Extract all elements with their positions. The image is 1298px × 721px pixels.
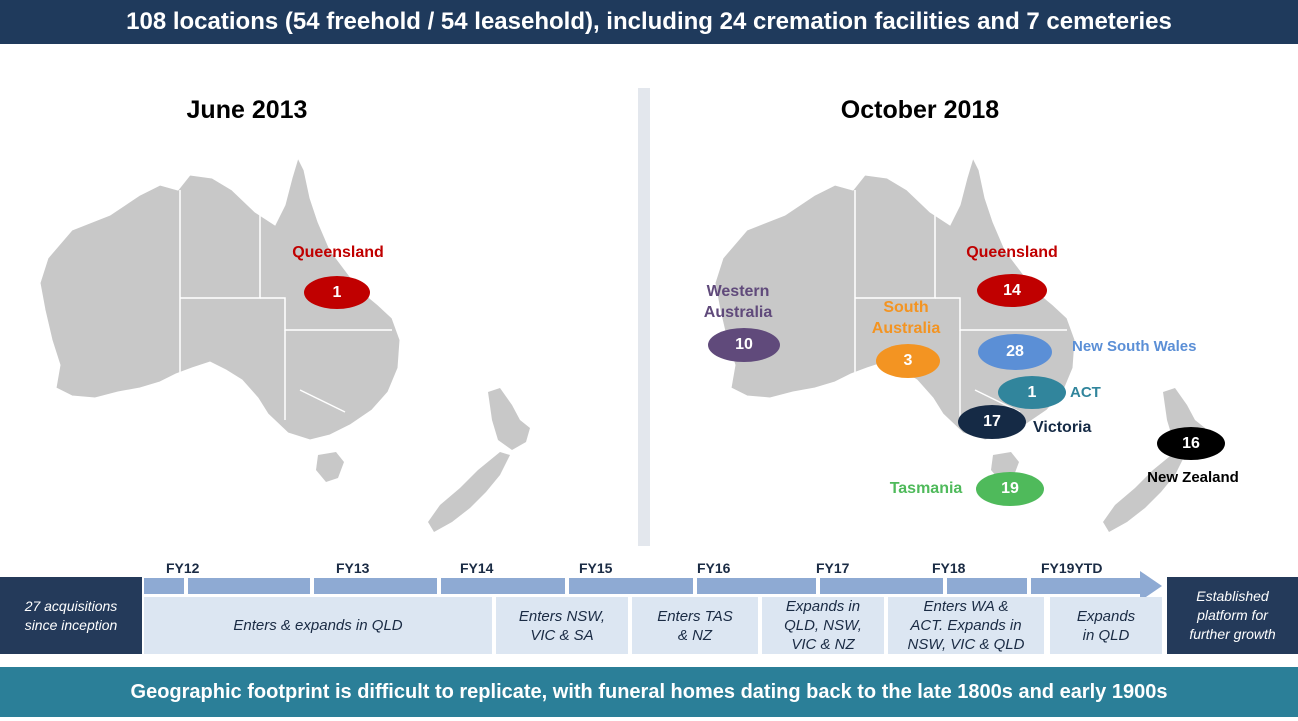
- page-header: 108 locations (54 freehold / 54 leasehol…: [0, 0, 1298, 44]
- acquisitions-line2: since inception: [24, 616, 118, 633]
- new-zealand-count: 16: [1157, 427, 1225, 460]
- milestone-text: NSW, VIC & QLD: [907, 636, 1025, 653]
- right-queensland-count: 14: [977, 274, 1047, 307]
- year-fy13: FY13: [336, 560, 370, 576]
- milestone-text: & NZ: [677, 626, 713, 644]
- tasmania-label: Tasmania: [889, 480, 963, 497]
- milestone-text: Enters NSW,: [518, 607, 606, 625]
- nsw-count: 28: [978, 334, 1052, 370]
- page-footer: Geographic footprint is difficult to rep…: [0, 667, 1298, 717]
- western-australia-label-line1: Western: [706, 283, 770, 300]
- year-fy14: FY14: [460, 560, 494, 576]
- milestone-text: Expands in: [785, 598, 861, 615]
- nsw-label: New South Wales: [1072, 338, 1197, 355]
- year-fy19ytd: FY19YTD: [1041, 560, 1103, 576]
- timeline-segment: [947, 578, 1027, 594]
- milestone-expands-qld-nsw-vic-nz: Expands in QLD, NSW, VIC & NZ: [762, 597, 884, 654]
- tasmania-count: 19: [976, 472, 1044, 506]
- milestone-text: Expands: [1076, 607, 1136, 625]
- milestone-text: Enters & expands in QLD: [233, 617, 403, 634]
- south-australia-label-line2: Australia: [871, 320, 941, 337]
- act-count: 1: [998, 376, 1066, 409]
- milestone-text: ACT. Expands in: [910, 617, 1022, 634]
- left-queensland-label: Queensland: [292, 244, 384, 261]
- new-zealand-label: New Zealand: [1147, 469, 1239, 486]
- act-label: ACT: [1070, 384, 1101, 401]
- growth-line1: Established: [1196, 588, 1269, 604]
- milestone-text: Enters TAS: [657, 607, 733, 625]
- south-australia-label-line1: South: [883, 299, 929, 316]
- left-map-title: June 2013: [186, 96, 308, 124]
- left-queensland-count: 1: [304, 276, 370, 309]
- growth-line3: further growth: [1189, 626, 1276, 642]
- growth-line2: platform for: [1197, 607, 1268, 623]
- right-map-title: October 2018: [840, 96, 1000, 124]
- left-nz-map: [428, 388, 530, 532]
- victoria-label: Victoria: [1033, 419, 1092, 436]
- milestone-text: QLD, NSW,: [784, 617, 862, 634]
- timeline-segment: [1031, 578, 1141, 594]
- milestone-wa-act: Enters WA & ACT. Expands in NSW, VIC & Q…: [888, 597, 1044, 654]
- left-australia-map: [39, 157, 401, 483]
- timeline-segment: [188, 578, 310, 594]
- timeline-segment: [569, 578, 693, 594]
- timeline-segment: [144, 578, 184, 594]
- right-queensland-label: Queensland: [966, 244, 1058, 261]
- timeline-segment: [697, 578, 816, 594]
- year-fy17: FY17: [816, 560, 850, 576]
- year-fy15: FY15: [579, 560, 613, 576]
- milestone-tas-nz: Enters TAS & NZ: [632, 597, 758, 654]
- western-australia-label-line2: Australia: [703, 304, 773, 321]
- milestone-text: Enters WA &: [923, 598, 1009, 615]
- year-fy12: FY12: [166, 560, 200, 576]
- milestone-text: VIC & SA: [530, 626, 594, 644]
- center-divider: [638, 88, 650, 546]
- acquisitions-summary: 27 acquisitions since inception: [0, 577, 142, 654]
- timeline-segment: [441, 578, 565, 594]
- growth-platform-summary: Established platform for further growth: [1167, 577, 1298, 654]
- year-fy18: FY18: [932, 560, 966, 576]
- milestone-text: in QLD: [1082, 626, 1130, 644]
- south-australia-count: 3: [876, 344, 940, 378]
- year-fy16: FY16: [697, 560, 731, 576]
- timeline-segment: [820, 578, 943, 594]
- timeline-arrow-icon: [1140, 571, 1162, 601]
- milestone-qld: Enters & expands in QLD: [144, 597, 492, 654]
- acquisitions-line1: 27 acquisitions: [24, 597, 118, 614]
- timeline-segment: [314, 578, 437, 594]
- milestone-expands-qld: Expands in QLD: [1050, 597, 1162, 654]
- milestone-text: VIC & NZ: [791, 636, 855, 653]
- milestone-nsw-vic-sa: Enters NSW, VIC & SA: [496, 597, 628, 654]
- right-nz-map: [1103, 388, 1205, 532]
- western-australia-count: 10: [708, 328, 780, 362]
- victoria-count: 17: [958, 405, 1026, 439]
